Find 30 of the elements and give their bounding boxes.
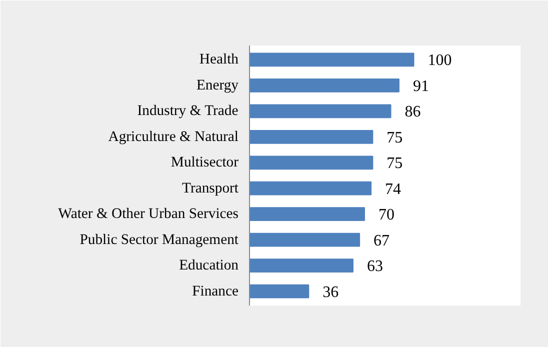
data-label: 74 — [385, 180, 402, 198]
bar — [250, 181, 372, 196]
y-tick-label: Finance — [192, 283, 239, 300]
bar — [250, 104, 392, 118]
y-tick-label: Water & Other Urban Services — [58, 206, 239, 222]
y-tick-label: Industry & Trade — [137, 103, 238, 120]
y-tick-label: Education — [179, 258, 240, 274]
y-tick-label: Transport — [182, 180, 239, 196]
bar — [250, 156, 374, 170]
y-tick-label: Energy — [196, 77, 240, 94]
data-label: 67 — [374, 232, 390, 250]
bar — [250, 130, 374, 144]
y-tick-label: Public Sector Management — [80, 232, 239, 248]
bar — [250, 207, 365, 222]
data-label: 75 — [386, 155, 403, 172]
y-tick-label: Health — [199, 52, 240, 68]
bar — [250, 232, 360, 247]
data-label: 36 — [322, 284, 339, 301]
data-label: 75 — [386, 129, 403, 146]
data-label: 91 — [412, 78, 429, 95]
data-label: 63 — [366, 258, 383, 276]
y-tick-label: Multisector — [170, 154, 239, 171]
data-label: 86 — [404, 104, 421, 121]
bar — [250, 52, 414, 67]
data-label: 70 — [378, 206, 394, 224]
bar — [250, 78, 400, 92]
data-label: 100 — [428, 52, 452, 70]
bar — [250, 284, 310, 298]
bar — [250, 258, 354, 273]
y-tick-label: Agriculture & Natural — [108, 128, 239, 145]
